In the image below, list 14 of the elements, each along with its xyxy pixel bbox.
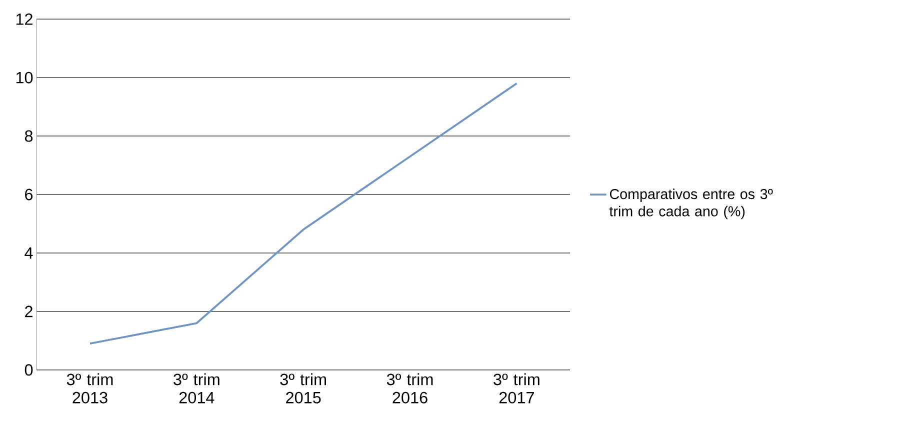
- y-tick-label: 10: [16, 72, 33, 84]
- y-tick-label: 4: [24, 247, 33, 259]
- y-tick-label: 8: [24, 130, 33, 142]
- x-tick-label: 3º trim 2015: [280, 373, 326, 404]
- x-tick-label: 3º trim 2013: [66, 373, 113, 404]
- x-tick-label: 3º trim 2014: [174, 373, 220, 404]
- y-tick-label: 6: [25, 188, 33, 200]
- y-tick-label: 0: [24, 364, 33, 376]
- y-tick-label: 2: [25, 306, 32, 318]
- y-tick-label: 12: [16, 14, 32, 25]
- x-tick-label: 3º trim 2016: [386, 373, 433, 404]
- legend-label: Comparativos entre os 3º trim de cada ano (%): [609, 188, 773, 220]
- line-series: [89, 82, 518, 345]
- x-tick-label: 3º trim 2017: [494, 373, 540, 404]
